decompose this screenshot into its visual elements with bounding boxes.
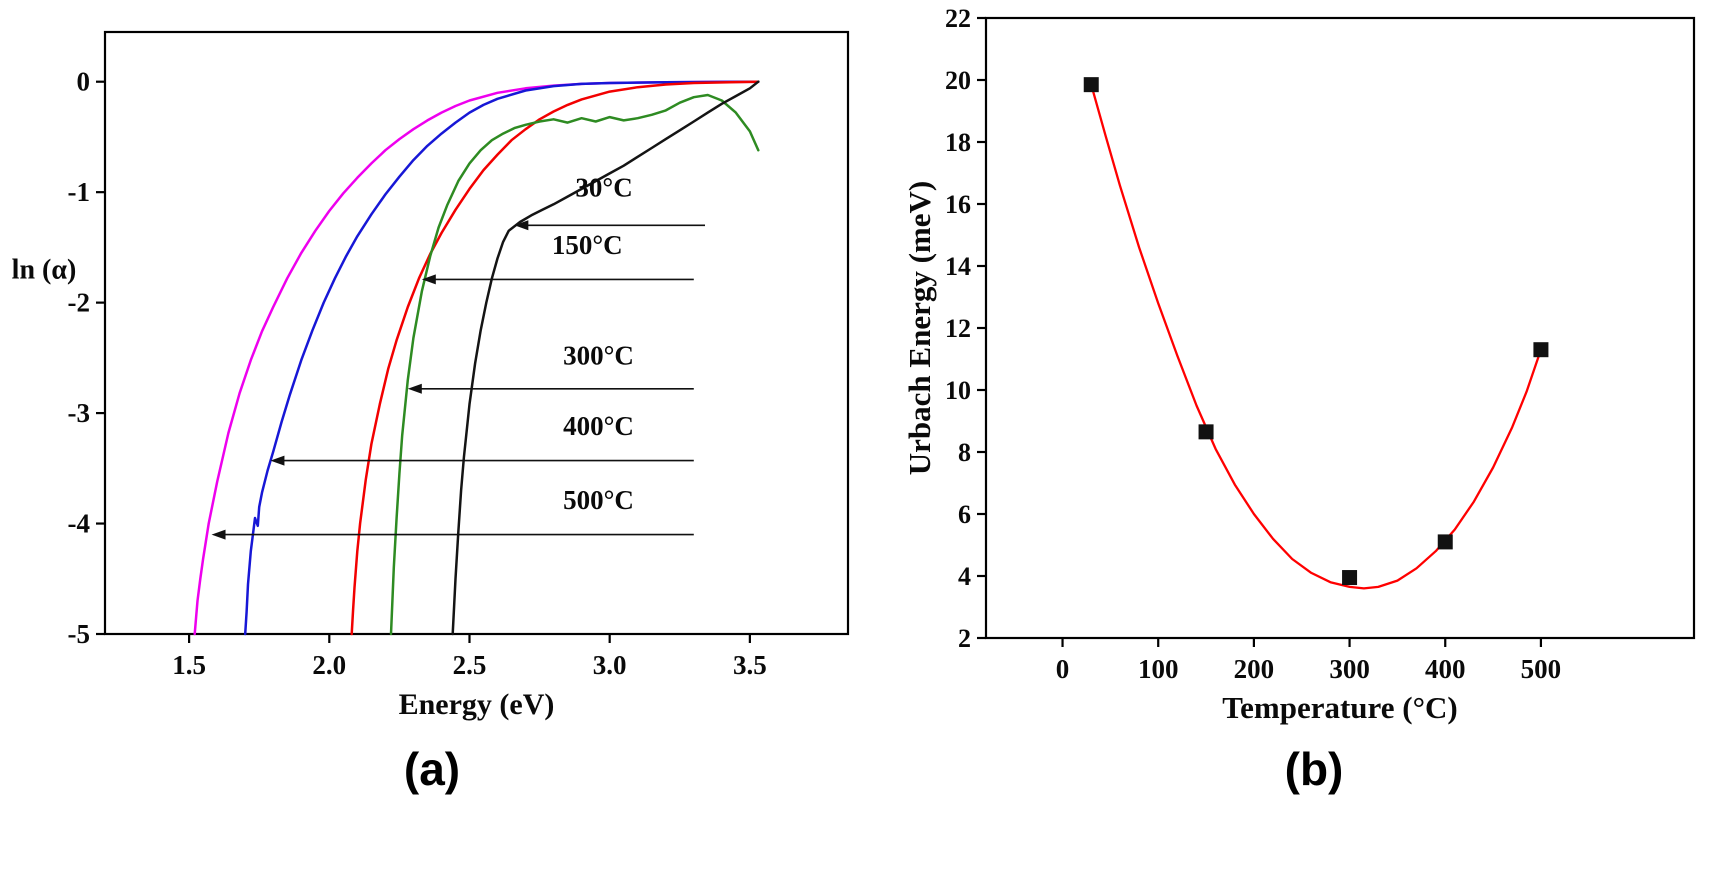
svg-text:Energy (eV): Energy (eV)	[399, 688, 555, 721]
figure-b: 0 100 200 300 400 500 2 4 6 8 10 12 14 16 18 20 22 Temper…	[894, 4, 1734, 792]
svg-text:30°C: 30°C	[575, 173, 632, 203]
svg-text:0: 0	[1056, 654, 1070, 684]
figure-panel: 1.5 2.0 2.5 3.0 3.5 0 -1 -2 -3 -4 -5 Energy (eV) ln …	[0, 4, 1734, 792]
svg-text:200: 200	[1234, 654, 1275, 684]
svg-text:14: 14	[945, 252, 971, 281]
chart-a-canvas: 1.5 2.0 2.5 3.0 3.5 0 -1 -2 -3 -4 -5 Energy (eV) ln …	[12, 30, 850, 721]
svg-text:Temperature (°C): Temperature (°C)	[1222, 690, 1457, 725]
svg-text:2.0: 2.0	[312, 650, 346, 680]
svg-text:6: 6	[958, 500, 971, 529]
svg-text:Urbach Energy (meV): Urbach Energy (meV)	[902, 181, 937, 475]
svg-text:1.5: 1.5	[172, 650, 206, 680]
svg-text:300: 300	[1329, 654, 1370, 684]
svg-text:20: 20	[945, 66, 971, 95]
caption-b: (b)	[1284, 743, 1344, 795]
svg-text:18: 18	[945, 128, 971, 157]
svg-text:400°C: 400°C	[563, 411, 634, 441]
svg-text:2: 2	[958, 624, 971, 653]
svg-text:-2: -2	[68, 288, 91, 318]
svg-text:-4: -4	[68, 509, 91, 539]
svg-text:2.5: 2.5	[453, 650, 487, 680]
svg-text:100: 100	[1138, 654, 1179, 684]
svg-text:12: 12	[945, 314, 971, 343]
svg-text:300°C: 300°C	[563, 340, 634, 370]
svg-text:500°C: 500°C	[563, 485, 634, 515]
svg-text:22: 22	[945, 4, 971, 33]
svg-text:4: 4	[958, 562, 971, 591]
svg-text:ln (α): ln (α)	[12, 254, 77, 285]
figure-a: 1.5 2.0 2.5 3.0 3.5 0 -1 -2 -3 -4 -5 Energy (eV) ln …	[0, 4, 864, 792]
svg-text:-1: -1	[68, 177, 91, 207]
svg-text:8: 8	[958, 438, 971, 467]
caption-a: (a)	[403, 743, 461, 795]
svg-text:3.0: 3.0	[593, 650, 627, 680]
svg-text:150°C: 150°C	[552, 230, 623, 260]
svg-text:-3: -3	[68, 398, 91, 428]
svg-text:0: 0	[77, 67, 91, 97]
chart-b-canvas: 0 100 200 300 400 500 2 4 6 8 10 12 14 16 18 20 22 Temper…	[902, 4, 1696, 725]
svg-text:500: 500	[1521, 654, 1562, 684]
svg-text:-5: -5	[68, 619, 91, 649]
svg-text:10: 10	[945, 376, 971, 405]
svg-text:16: 16	[945, 190, 971, 219]
svg-text:400: 400	[1425, 654, 1466, 684]
svg-text:3.5: 3.5	[733, 650, 767, 680]
